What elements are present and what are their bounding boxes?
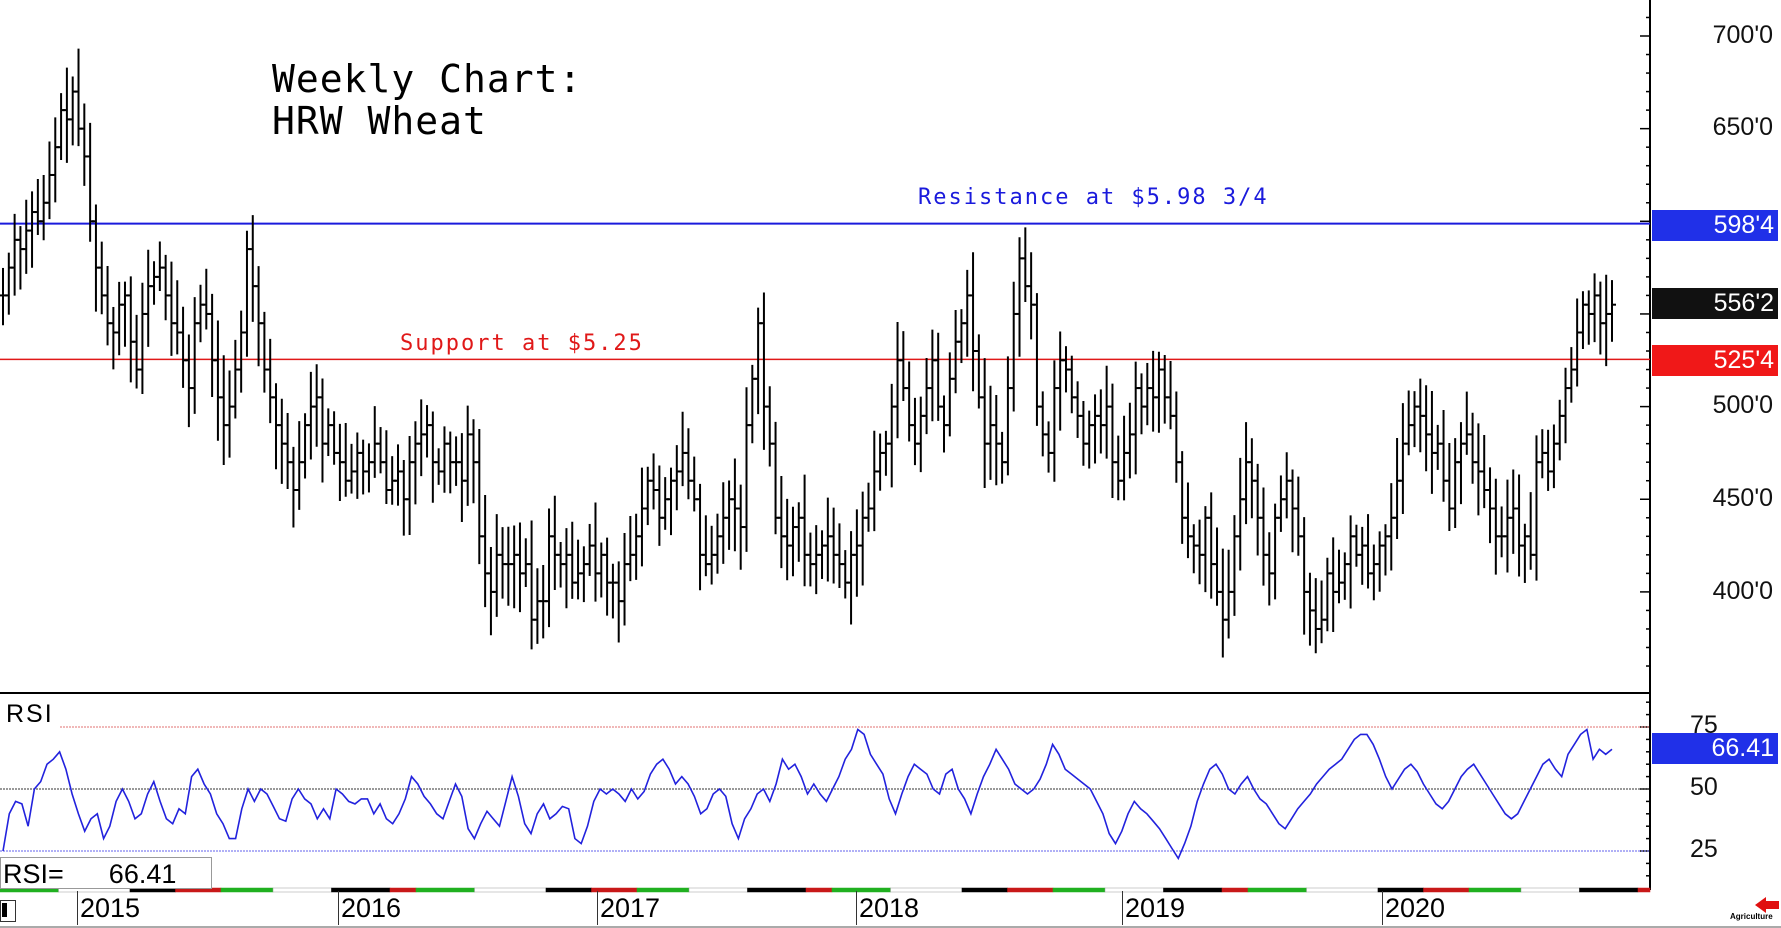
year-label-2018: 2018 xyxy=(856,891,919,925)
rsi-readout: RSI= 66.41 xyxy=(0,857,212,889)
rsi-line xyxy=(2,728,1613,861)
support-price-tag: 525'4 xyxy=(1652,345,1778,376)
support-annotation: Support at $5.25 xyxy=(400,331,644,356)
year-label-2015: 2015 xyxy=(77,891,140,925)
rsi-label-25: 25 xyxy=(1690,835,1718,863)
resistance-price-tag: 598'4 xyxy=(1652,210,1778,241)
price-axis-ticks xyxy=(1640,16,1650,667)
rsi-readout-label: RSI= xyxy=(3,859,64,889)
title-line-2: HRW Wheat xyxy=(272,99,487,143)
agriculture-logo: Agriculture xyxy=(1730,912,1773,921)
chart-title: Weekly Chart: HRW Wheat xyxy=(272,58,582,142)
price-label-500: 500'0 xyxy=(1712,391,1773,419)
year-label-2017: 2017 xyxy=(597,891,660,925)
rsi-value-tag: 66.41 xyxy=(1652,733,1778,764)
price-label-450: 450'0 xyxy=(1712,484,1773,512)
back-arrow-icon[interactable] xyxy=(1755,897,1779,913)
scroll-handle[interactable] xyxy=(0,900,16,922)
chart-background xyxy=(0,0,1650,890)
year-label-2020: 2020 xyxy=(1382,891,1445,925)
rsi-label-50: 50 xyxy=(1690,773,1718,801)
date-axis-color-strip xyxy=(0,887,1651,893)
rsi-panel-title: RSI xyxy=(6,700,54,728)
price-label-400: 400'0 xyxy=(1712,577,1773,605)
rsi-readout-value: 66.41 xyxy=(108,859,177,889)
year-label-2016: 2016 xyxy=(338,891,401,925)
price-label-650: 650'0 xyxy=(1712,113,1773,141)
title-line-1: Weekly Chart: xyxy=(272,57,583,101)
price-bars xyxy=(0,48,1616,658)
resistance-annotation: Resistance at $5.98 3/4 xyxy=(918,185,1269,210)
year-label-2019: 2019 xyxy=(1122,891,1185,925)
price-label-700: 700'0 xyxy=(1712,21,1773,49)
last-price-tag: 556'2 xyxy=(1652,288,1778,319)
